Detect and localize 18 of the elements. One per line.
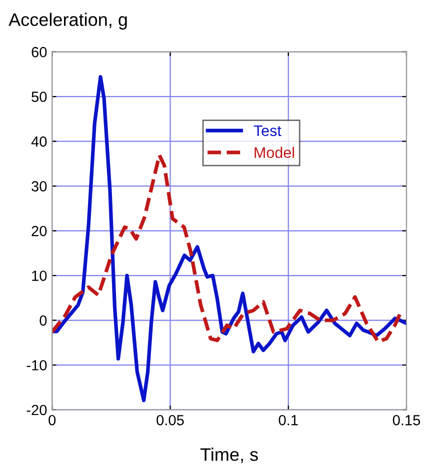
x-tick-label: 0 — [48, 415, 56, 426]
y-tick-label: -20 — [26, 404, 47, 416]
line-series — [52, 75, 407, 402]
x-tick-label: 0.15 — [392, 415, 420, 426]
legend-label: Model — [254, 146, 294, 158]
y-tick-label: -10 — [26, 360, 47, 370]
legend-label: Test — [254, 125, 282, 136]
y-tick-label: 20 — [32, 226, 47, 236]
y-tick-label: 60 — [32, 46, 47, 58]
y-tick-label: 50 — [32, 92, 47, 102]
x-axis-title: Time, s — [200, 448, 258, 464]
y-tick-label: 10 — [32, 270, 47, 281]
y-axis-title: Acceleration, g — [8, 12, 127, 30]
x-tick-label: 0.1 — [278, 415, 298, 426]
x-tick-label: 0.05 — [156, 415, 184, 426]
y-tick-label: 30 — [32, 181, 47, 192]
y-tick-label: 0 — [40, 315, 47, 326]
y-tick-label: 40 — [31, 136, 47, 147]
